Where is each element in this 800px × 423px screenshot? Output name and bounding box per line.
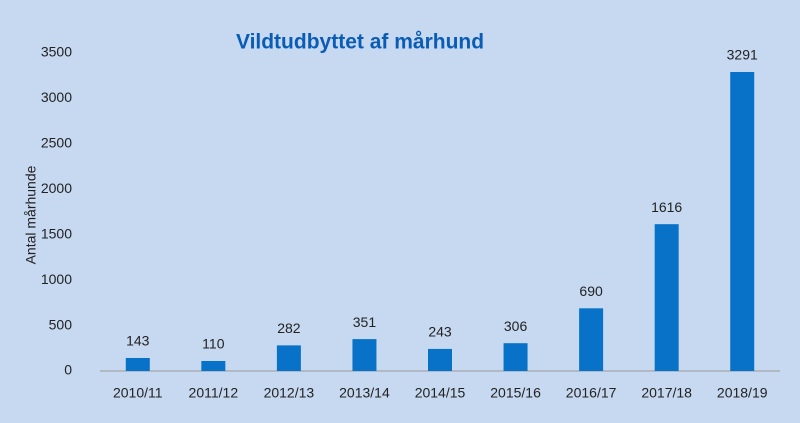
- data-label: 282: [277, 320, 301, 336]
- bar: [201, 361, 226, 371]
- data-label: 3291: [727, 47, 758, 63]
- data-label: 690: [579, 283, 603, 299]
- data-label: 143: [126, 333, 150, 349]
- bar: [654, 224, 679, 371]
- y-tick-label: 2500: [41, 135, 72, 151]
- y-tick-label: 1000: [41, 271, 72, 287]
- bar: [730, 71, 755, 372]
- chart-title: Vildtudbyttet af mårhund: [236, 31, 484, 54]
- bar: [503, 343, 528, 371]
- x-tick-label: 2012/13: [264, 385, 315, 401]
- data-label: 306: [504, 318, 528, 334]
- x-tick-label: 2010/11: [113, 385, 163, 401]
- x-tick-label: 2014/15: [415, 385, 466, 401]
- x-tick-label: 2017/18: [641, 385, 692, 401]
- y-axis-label: Antal mårhunde: [23, 165, 39, 264]
- bar: [125, 358, 150, 371]
- data-label: 243: [428, 324, 452, 340]
- x-tick-label: 2013/14: [339, 385, 390, 401]
- y-tick-label: 0: [64, 362, 72, 378]
- bar: [276, 345, 301, 371]
- y-tick-label: 1500: [41, 225, 72, 241]
- bar: [352, 339, 377, 371]
- x-tick-label: 2011/12: [189, 385, 239, 401]
- y-tick-label: 500: [49, 316, 73, 332]
- y-tick-label: 3500: [41, 44, 72, 60]
- y-tick-label: 3000: [41, 89, 72, 105]
- data-label: 110: [202, 336, 225, 352]
- x-tick-label: 2016/17: [566, 385, 617, 401]
- bar: [579, 308, 604, 371]
- x-tick-label: 2015/16: [490, 385, 541, 401]
- data-label: 1616: [651, 199, 682, 215]
- x-tick-label: 2018/19: [717, 385, 768, 401]
- y-tick-label: 2000: [41, 180, 72, 196]
- data-label: 351: [353, 314, 377, 330]
- bar: [428, 348, 452, 371]
